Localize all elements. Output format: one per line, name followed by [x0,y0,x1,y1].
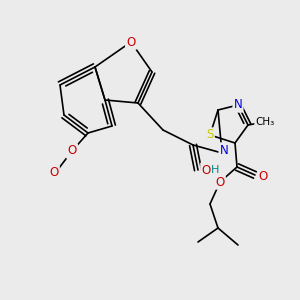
Text: O: O [126,35,136,49]
Text: CH₃: CH₃ [255,117,274,127]
Text: O: O [201,164,211,176]
Text: O: O [258,170,268,184]
Text: O: O [68,145,76,158]
Text: O: O [126,35,136,49]
Text: O: O [50,166,58,178]
Text: H: H [211,165,219,175]
Text: N: N [220,143,228,157]
Text: N: N [234,98,242,112]
Text: O: O [68,145,76,158]
Text: S: S [206,128,214,142]
Text: O: O [215,176,225,188]
